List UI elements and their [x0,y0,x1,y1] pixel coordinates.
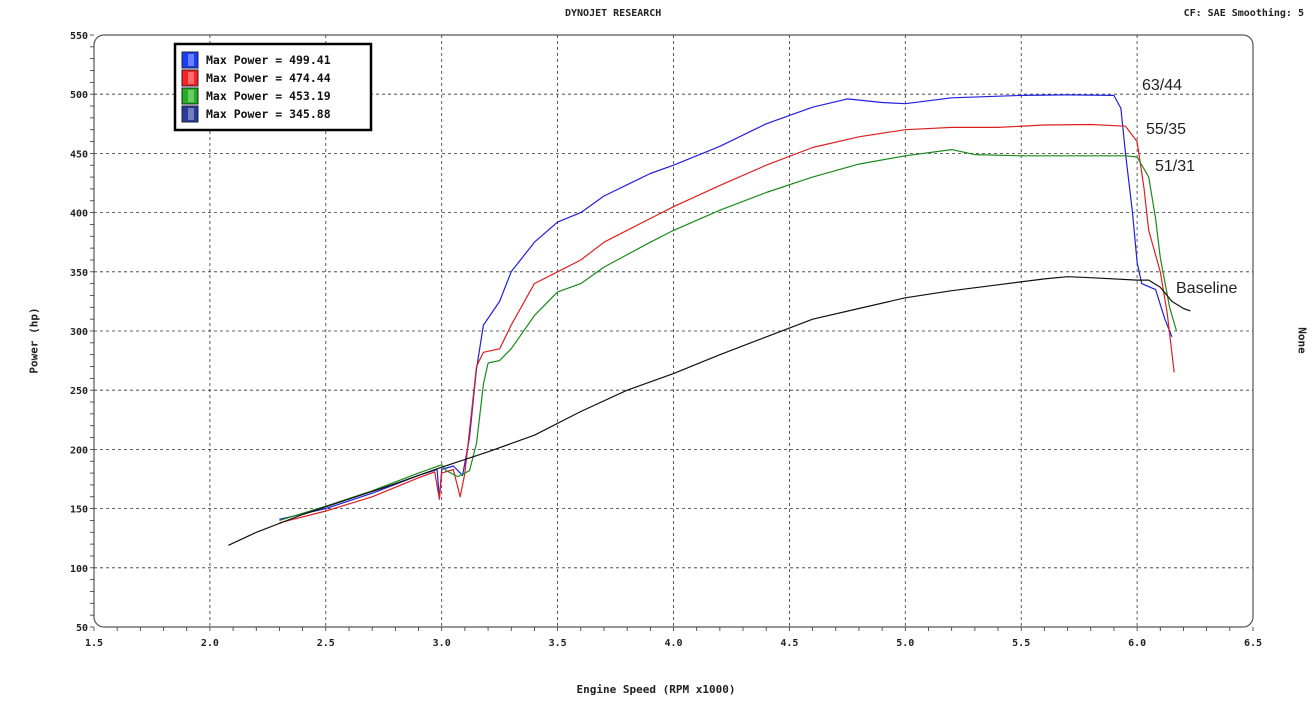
annotation-51-31: 51/31 [1155,158,1195,175]
legend-swatch-highlight [188,54,194,66]
y-tick-label: 50 [76,623,88,634]
series-lines [228,94,1191,546]
annotation-baseline: Baseline [1176,280,1237,297]
y-tick-label: 150 [70,505,88,516]
x-tick-label: 5.0 [896,638,914,649]
y-tick-label: 200 [70,445,88,456]
chart-header-title: DYNOJET RESEARCH [565,8,662,19]
y-tick-label: 400 [70,209,88,220]
x-tick-label: 2.5 [317,638,335,649]
x-tick-label: 4.5 [780,638,798,649]
y-tick-label: 300 [70,327,88,338]
y-tick-label: 250 [70,386,88,397]
x-tick-label: 1.5 [85,638,103,649]
series-line-51-31 [279,149,1178,521]
legend-swatch [181,105,199,123]
legend-swatch [181,87,199,105]
legend-swatch [181,69,199,87]
legend-swatch-highlight [188,108,194,120]
legend-swatch-highlight [188,90,194,102]
x-tick-label: 6.0 [1128,638,1146,649]
legend-entry: Max Power = 499.41 [206,53,331,67]
x-tick-label: 3.5 [549,638,567,649]
series-line-55-35 [279,123,1175,524]
y-tick-label: 350 [70,268,88,279]
annotation-55-35: 55/35 [1146,121,1186,138]
legend-box [173,42,373,132]
legend-swatch-highlight [188,72,194,84]
grid [94,35,1253,627]
axis-ticks: 1.5 2.0 2.5 3.0 3.5 4.0 4.5 5.0 5.5 6.0 6.5 50 100 15… [70,31,1262,649]
series-annotations: 63/44 55/35 51/31 Baseline [1142,77,1237,297]
right-axis-label: None [1295,327,1309,354]
correction-factor-text: CF: SAE Smoothing: 5 [1183,8,1304,19]
x-tick-label: 5.5 [1012,638,1030,649]
x-tick-label: 6.5 [1244,638,1262,649]
series-line-baseline [228,276,1191,546]
y-tick-label: 100 [70,564,88,575]
legend: Max Power = 499.41 Max Power = 474.44 Max … [173,42,373,132]
legend-entry: Max Power = 453.19 [206,89,331,103]
y-tick-label: 450 [70,149,88,160]
x-tick-label: 4.0 [664,638,682,649]
legend-swatch [181,51,199,69]
y-tick-label: 500 [70,90,88,101]
x-tick-label: 3.0 [433,638,451,649]
y-axis-label: Power (hp) [27,307,41,374]
y-tick-label: 550 [70,31,88,42]
x-tick-label: 2.0 [201,638,219,649]
x-axis-label: Engine Speed (RPM x1000) [576,683,736,696]
annotation-63-44: 63/44 [1142,77,1182,94]
legend-entry: Max Power = 474.44 [206,71,331,85]
legend-entry: Max Power = 345.88 [206,107,331,121]
series-line-63-44 [279,94,1173,520]
